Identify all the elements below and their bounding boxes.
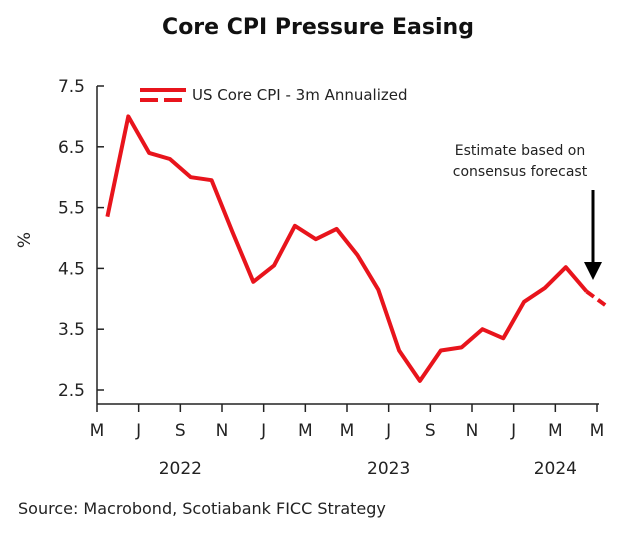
source-note: Source: Macrobond, Scotiabank FICC Strat… bbox=[18, 499, 386, 518]
y-tick-label: 3.5 bbox=[58, 320, 85, 340]
x-tick-label: J bbox=[385, 421, 391, 441]
year-labels: 2022 2023 2024 bbox=[159, 459, 577, 479]
x-tick-label: J bbox=[260, 421, 266, 441]
y-tick-label: 4.5 bbox=[58, 259, 85, 279]
series-line-forecast bbox=[585, 289, 609, 309]
x-tick-label: J bbox=[135, 421, 141, 441]
x-tick-label: N bbox=[216, 421, 229, 441]
series-line bbox=[105, 114, 589, 383]
year-label: 2022 bbox=[159, 459, 202, 479]
y-tick-label: 2.5 bbox=[58, 381, 85, 401]
x-tick-label: J bbox=[510, 421, 516, 441]
x-tick-label: M bbox=[590, 421, 605, 441]
annotation: Estimate based on consensus forecast bbox=[453, 143, 602, 280]
y-axis-label: % bbox=[15, 232, 35, 248]
x-tick-label: M bbox=[548, 421, 563, 441]
y-tick-label: 7.5 bbox=[58, 77, 85, 97]
y-tick-label: 6.5 bbox=[58, 138, 85, 158]
x-tick-label: N bbox=[466, 421, 479, 441]
legend: US Core CPI - 3m Annualized bbox=[140, 86, 408, 104]
year-label: 2023 bbox=[367, 459, 410, 479]
legend-label: US Core CPI - 3m Annualized bbox=[192, 86, 408, 104]
x-tick-label: M bbox=[90, 421, 105, 441]
x-tick-label: M bbox=[298, 421, 313, 441]
annotation-arrowhead-icon bbox=[584, 262, 602, 280]
series bbox=[105, 114, 609, 383]
year-label: 2024 bbox=[534, 459, 577, 479]
annotation-line-2: consensus forecast bbox=[453, 164, 588, 180]
y-tick-label: 5.5 bbox=[58, 199, 85, 219]
x-tick-label: M bbox=[340, 421, 355, 441]
x-tick-label: S bbox=[425, 421, 436, 441]
chart-title: Core CPI Pressure Easing bbox=[162, 15, 474, 40]
x-tick-label: S bbox=[175, 421, 186, 441]
y-ticks: 7.5 6.5 5.5 4.5 3.5 2.5 bbox=[58, 77, 104, 401]
annotation-line-1: Estimate based on bbox=[455, 143, 585, 159]
